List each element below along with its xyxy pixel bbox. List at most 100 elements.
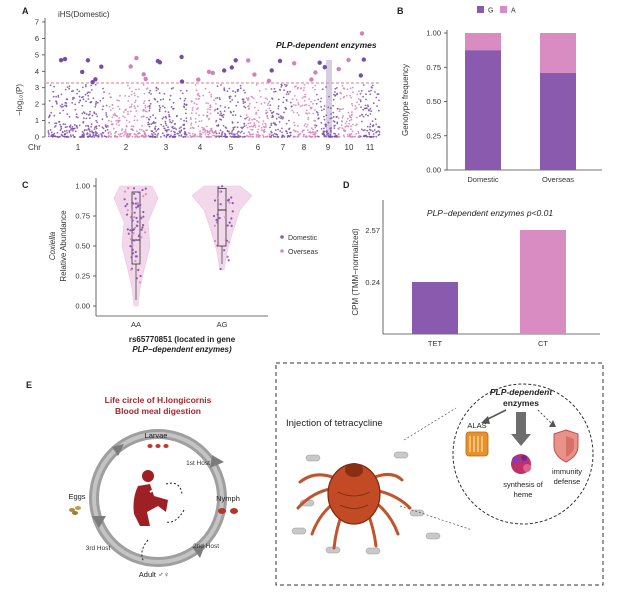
manhattan-point [141, 124, 144, 127]
violin-point [130, 256, 133, 259]
manhattan-point [300, 87, 303, 90]
manhattan-point [307, 116, 310, 119]
manhattan-point [185, 108, 187, 111]
manhattan-point [282, 116, 284, 118]
manhattan-point [370, 89, 372, 92]
manhattan-point [361, 120, 363, 123]
manhattan-point [192, 107, 194, 109]
manhattan-point [370, 110, 373, 113]
manhattan-point [102, 127, 105, 130]
manhattan-point [47, 130, 50, 132]
manhattan-point [70, 135, 72, 138]
manhattan-significant-point [143, 76, 148, 82]
panel-d-ylabel: CPM (TMM−normalized) [351, 228, 360, 316]
violin-point [144, 193, 147, 196]
manhattan-point [227, 107, 230, 109]
manhattan-point [105, 114, 108, 116]
manhattan-point [127, 84, 129, 87]
manhattan-point [364, 107, 366, 110]
manhattan-point [315, 131, 317, 133]
manhattan-point [126, 134, 128, 137]
manhattan-point [147, 135, 150, 137]
manhattan-point [281, 117, 284, 120]
manhattan-point [302, 89, 305, 92]
manhattan-point [56, 131, 59, 134]
heme-molecule-icon [511, 454, 531, 474]
manhattan-point [85, 125, 87, 127]
violin-point [214, 239, 217, 243]
zoom-line-bottom [399, 505, 473, 531]
manhattan-point [149, 102, 152, 105]
manhattan-point [277, 98, 280, 101]
manhattan-point [255, 113, 257, 115]
manhattan-point [194, 117, 197, 120]
violin-point [141, 226, 144, 229]
manhattan-point [363, 135, 366, 138]
manhattan-point [346, 117, 349, 120]
manhattan-point [243, 105, 246, 108]
b-ytick-label: 0.00 [426, 166, 441, 175]
manhattan-point [288, 119, 290, 122]
manhattan-point [255, 101, 258, 104]
manhattan-point [375, 123, 378, 126]
manhattan-point [162, 105, 164, 107]
manhattan-point [110, 96, 112, 99]
manhattan-point [291, 98, 294, 100]
manhattan-point [215, 119, 218, 122]
manhattan-point [108, 119, 110, 122]
manhattan-point [231, 131, 233, 133]
manhattan-point [260, 129, 263, 132]
manhattan-point [357, 132, 360, 135]
manhattan-point [285, 93, 288, 96]
a-ytick-label: 1 [35, 116, 39, 125]
manhattan-point [226, 90, 229, 93]
manhattan-point [172, 135, 175, 138]
manhattan-point [356, 123, 358, 126]
manhattan-point [103, 91, 105, 93]
manhattan-point [64, 123, 67, 126]
manhattan-point [329, 129, 332, 132]
manhattan-point [161, 132, 164, 135]
manhattan-point [127, 113, 129, 116]
manhattan-point [295, 98, 298, 101]
c-xtick-label: AA [131, 320, 141, 329]
manhattan-point [94, 104, 97, 106]
manhattan-point [233, 135, 236, 137]
manhattan-point [187, 136, 190, 138]
manhattan-point [251, 128, 254, 131]
manhattan-point [173, 130, 175, 133]
manhattan-point [205, 135, 208, 138]
manhattan-point [372, 102, 375, 105]
nymph-icon [218, 508, 238, 514]
manhattan-point [87, 124, 89, 127]
manhattan-point [290, 101, 292, 104]
manhattan-point [219, 129, 222, 132]
manhattan-point [242, 98, 245, 101]
manhattan-point [346, 88, 349, 91]
manhattan-point [121, 128, 124, 130]
manhattan-point [195, 112, 198, 115]
manhattan-point [127, 111, 129, 113]
manhattan-point [61, 103, 63, 106]
manhattan-point [231, 122, 234, 124]
manhattan-point [305, 126, 308, 128]
manhattan-point [152, 114, 155, 116]
panel-c-xlabel-1: rs65770851 (located in gene [129, 335, 236, 344]
manhattan-point [214, 108, 217, 111]
manhattan-point [101, 135, 103, 138]
manhattan-point [281, 136, 284, 138]
manhattan-point [364, 104, 367, 107]
host-first: 1st Host [186, 460, 210, 467]
manhattan-point [87, 128, 90, 131]
manhattan-point [76, 88, 79, 91]
manhattan-point [231, 129, 234, 132]
manhattan-point [97, 136, 100, 138]
manhattan-point [290, 105, 293, 108]
manhattan-point [194, 134, 197, 136]
manhattan-point [191, 100, 193, 103]
manhattan-point [268, 107, 271, 110]
violin-point [129, 229, 132, 232]
manhattan-point [247, 116, 249, 118]
manhattan-point [356, 93, 359, 96]
